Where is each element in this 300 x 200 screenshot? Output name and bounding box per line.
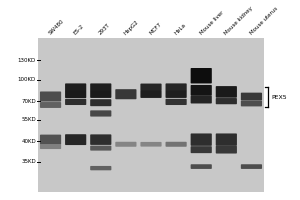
Text: MCF7: MCF7 [148, 22, 163, 36]
FancyBboxPatch shape [65, 134, 86, 145]
FancyBboxPatch shape [40, 91, 61, 102]
Text: HeLa: HeLa [174, 23, 187, 36]
FancyBboxPatch shape [190, 133, 212, 146]
FancyBboxPatch shape [65, 99, 86, 105]
FancyBboxPatch shape [40, 144, 61, 149]
Text: 70KD: 70KD [21, 99, 36, 104]
FancyBboxPatch shape [115, 89, 136, 99]
FancyBboxPatch shape [216, 146, 237, 154]
FancyBboxPatch shape [40, 135, 61, 145]
FancyBboxPatch shape [241, 164, 262, 169]
Text: Mouse uterus: Mouse uterus [249, 6, 279, 36]
Text: HepG2: HepG2 [123, 19, 140, 36]
Text: 40KD: 40KD [21, 139, 36, 144]
FancyBboxPatch shape [216, 86, 237, 98]
FancyBboxPatch shape [190, 164, 212, 169]
Text: ES-2: ES-2 [73, 24, 86, 36]
FancyBboxPatch shape [90, 99, 111, 106]
FancyBboxPatch shape [166, 90, 187, 98]
Text: Mouse kidney: Mouse kidney [224, 6, 254, 36]
FancyBboxPatch shape [190, 85, 212, 96]
Text: 130KD: 130KD [18, 58, 36, 63]
Text: PEX5: PEX5 [271, 95, 286, 100]
FancyBboxPatch shape [115, 142, 136, 147]
FancyBboxPatch shape [90, 110, 111, 117]
FancyBboxPatch shape [190, 146, 212, 153]
FancyBboxPatch shape [241, 100, 262, 106]
FancyBboxPatch shape [90, 134, 111, 145]
FancyBboxPatch shape [190, 96, 212, 103]
FancyBboxPatch shape [216, 98, 237, 104]
FancyBboxPatch shape [166, 83, 187, 91]
FancyBboxPatch shape [190, 68, 212, 83]
FancyBboxPatch shape [140, 142, 162, 147]
Bar [38, 38, 264, 192]
FancyBboxPatch shape [90, 166, 111, 170]
Text: 35KD: 35KD [21, 159, 36, 164]
FancyBboxPatch shape [90, 83, 111, 91]
Text: SW480: SW480 [48, 19, 65, 36]
FancyBboxPatch shape [241, 93, 262, 100]
FancyBboxPatch shape [65, 90, 86, 98]
FancyBboxPatch shape [166, 142, 187, 147]
FancyBboxPatch shape [65, 83, 86, 91]
FancyBboxPatch shape [40, 102, 61, 108]
Text: 293T: 293T [98, 23, 112, 36]
Text: 55KD: 55KD [21, 117, 36, 122]
FancyBboxPatch shape [166, 99, 187, 105]
FancyBboxPatch shape [90, 90, 111, 98]
FancyBboxPatch shape [140, 90, 162, 98]
Text: 100KD: 100KD [18, 77, 36, 82]
Text: Mouse liver: Mouse liver [199, 10, 224, 36]
FancyBboxPatch shape [216, 133, 237, 146]
FancyBboxPatch shape [140, 84, 162, 91]
FancyBboxPatch shape [90, 146, 111, 151]
